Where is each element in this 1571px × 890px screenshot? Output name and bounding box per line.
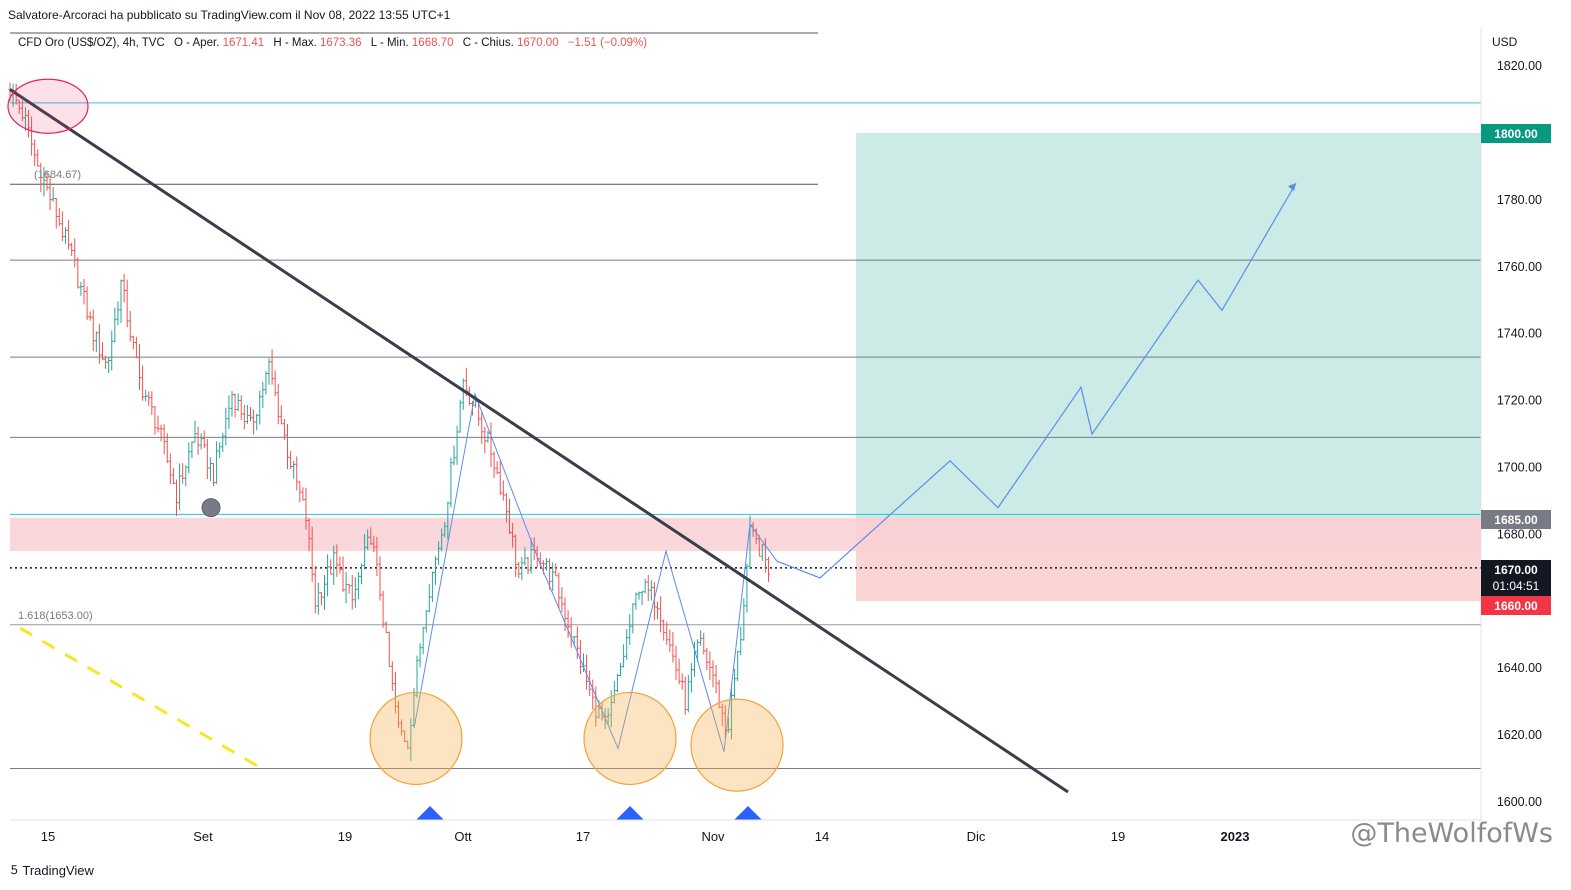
last-price-tag: 1670.00 01:04:51 [1481, 560, 1551, 596]
projection-arrow-icon [1288, 183, 1296, 192]
legend-open-label: O - Aper. [174, 37, 219, 49]
x-tick-label: 14 [815, 829, 829, 844]
tradingview-logo-icon: 𝟻 [10, 862, 19, 877]
bottom-circle-2[interactable] [583, 691, 677, 786]
chart-frame[interactable]: CFD Oro (US$/OZ), 4h, TVC O - Aper. 1671… [0, 28, 1571, 858]
x-tick-label: Set [193, 829, 213, 844]
countdown-text: 01:04:51 [1493, 579, 1540, 593]
grey-marker-icon[interactable] [201, 498, 221, 518]
publisher-line: Salvatore-Arcoraci ha pubblicato su Trad… [8, 8, 451, 22]
x-tick-label: Ott [454, 829, 472, 844]
legend-close: 1670.00 [517, 37, 559, 49]
y-tick-label: 1760.00 [1497, 260, 1542, 274]
watermark: @TheWolfofWs [1350, 818, 1553, 849]
fib-lower-label: 1.618(1653.00) [18, 610, 93, 622]
entry-price-text: 1685.00 [1494, 513, 1538, 527]
yellow-dashed-line[interactable] [19, 626, 263, 770]
footer-brand: TradingView [22, 862, 94, 878]
legend-open: 1671.41 [223, 37, 265, 49]
currency-label: USD [1492, 35, 1518, 49]
highlight-ellipse[interactable] [7, 78, 89, 134]
legend-close-label: C - Chius. [463, 37, 514, 49]
bottom-circle-3[interactable] [690, 698, 784, 792]
entry-price-tag: 1685.00 [1481, 510, 1551, 529]
svg-text:CFD Oro (US$/OZ), 4h, TVC: CFD Oro (US$/OZ), 4h, TVC O - Aper. 1671… [18, 37, 647, 49]
stop-price-text: 1660.00 [1494, 599, 1538, 613]
y-tick-label: 1700.00 [1497, 461, 1542, 475]
target-price-text: 1800.00 [1494, 127, 1538, 141]
legend-low: 1668.70 [412, 37, 454, 49]
y-tick-label: 1720.00 [1497, 394, 1542, 408]
x-tick-label: Nov [701, 829, 725, 844]
x-tick-label: 15 [41, 829, 55, 844]
legend-change: −1.51 (−0.09%) [568, 37, 647, 49]
last-price-text: 1670.00 [1494, 563, 1538, 577]
zigzag-pattern-line[interactable] [413, 392, 778, 752]
descending-trendline[interactable] [9, 88, 1069, 794]
legend: CFD Oro (US$/OZ), 4h, TVC O - Aper. 1671… [18, 37, 647, 49]
x-tick-label: 19 [1111, 829, 1125, 844]
y-tick-label: 1740.00 [1497, 327, 1542, 341]
stop-price-tag: 1660.00 [1481, 596, 1551, 615]
footer: 𝟻 TradingView [10, 862, 94, 878]
fib-upper-label: (1684.67) [34, 169, 81, 181]
event-marker-icon[interactable] [734, 806, 762, 820]
y-tick-label: 1600.00 [1497, 795, 1542, 809]
y-tick-label: 1780.00 [1497, 193, 1542, 207]
x-tick-label: 17 [576, 829, 590, 844]
price-chart[interactable]: CFD Oro (US$/OZ), 4h, TVC O - Aper. 1671… [0, 28, 1571, 858]
y-tick-label: 1820.00 [1497, 59, 1542, 73]
legend-low-label: L - Min. [371, 37, 409, 49]
legend-high: 1673.36 [320, 37, 362, 49]
x-tick-label: 2023 [1221, 829, 1250, 844]
x-tick-label: 19 [338, 829, 352, 844]
legend-high-label: H - Max. [273, 37, 316, 49]
target-price-tag: 1800.00 [1481, 124, 1551, 143]
y-tick-label: 1680.00 [1497, 527, 1542, 541]
y-tick-label: 1620.00 [1497, 728, 1542, 742]
event-marker-icon[interactable] [416, 806, 444, 820]
projection-path[interactable] [776, 182, 1297, 579]
y-tick-label: 1640.00 [1497, 661, 1542, 675]
bottom-circle-1[interactable] [369, 691, 463, 786]
resistance-band[interactable] [10, 517, 1481, 552]
legend-symbol: CFD Oro (US$/OZ), 4h, TVC [18, 37, 165, 49]
event-marker-icon[interactable] [616, 806, 644, 820]
target-zone[interactable] [856, 133, 1481, 518]
x-tick-label: Dic [967, 829, 986, 844]
